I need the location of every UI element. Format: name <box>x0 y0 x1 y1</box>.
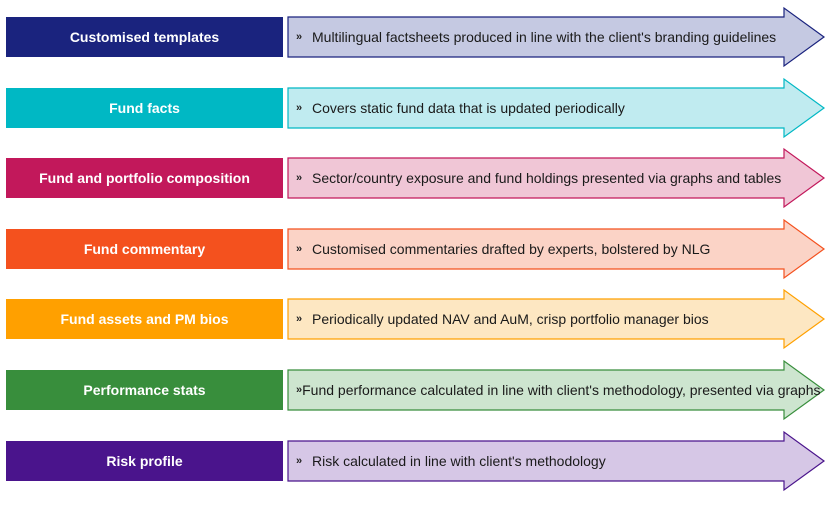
feature-description-text: Risk calculated in line with client's me… <box>312 452 606 469</box>
arrow-shape <box>287 430 826 491</box>
feature-description: » Customised commentaries drafted by expe… <box>296 229 796 269</box>
feature-label: Customised templates <box>6 17 283 57</box>
feature-row: Performance stats » Fund performance calc… <box>0 359 830 421</box>
arrow-shape <box>287 289 826 350</box>
arrow-shape <box>287 218 826 279</box>
feature-description-text: Multilingual factsheets produced in line… <box>312 29 777 45</box>
feature-description: » Fund performance calculated in line wit… <box>296 370 821 410</box>
arrow-body <box>287 218 826 279</box>
arrow-body <box>287 359 826 421</box>
feature-label: Fund commentary <box>6 228 283 269</box>
feature-row: Fund and portfolio composition » Sector/c… <box>0 148 830 209</box>
feature-description-text: Customised commentaries drafted by exper… <box>312 240 711 257</box>
feature-description: » Risk calculated in line with client's m… <box>296 441 796 481</box>
bullet-icon: » <box>296 101 303 114</box>
feature-row: Fund commentary » Customised commentaries… <box>0 218 830 279</box>
arrow-body <box>287 289 826 350</box>
bullet-icon: » <box>296 384 303 396</box>
feature-description: » Sector/country exposure and fund holdin… <box>296 158 796 198</box>
feature-description: » Covers static fund data that is updated… <box>296 88 796 128</box>
bullet-icon: » <box>296 313 303 326</box>
arrow-shape <box>287 148 826 209</box>
arrow-shape <box>287 77 826 138</box>
feature-description: » Multilingual factsheets produced in lin… <box>296 17 796 57</box>
feature-label: Risk profile <box>6 440 283 481</box>
feature-label: Fund and portfolio composition <box>6 158 283 199</box>
feature-label: Performance stats <box>6 370 283 410</box>
feature-description: » Periodically updated NAV and AuM, crisp… <box>296 299 796 339</box>
arrow-shape <box>287 359 826 421</box>
arrow-body <box>287 77 826 138</box>
arrow-shape <box>287 6 826 68</box>
feature-row: Fund assets and PM bios » Periodically up… <box>0 289 830 350</box>
feature-row: Customised templates » Multilingual facts… <box>0 6 830 68</box>
feature-label: Fund assets and PM bios <box>6 299 283 340</box>
feature-row: Fund facts » Covers static fund data that… <box>0 77 830 138</box>
feature-row: Risk profile » Risk calculated in line wi… <box>0 430 830 491</box>
feature-description-text: Periodically updated NAV and AuM, crisp … <box>312 311 709 328</box>
arrow-body <box>287 148 826 209</box>
bullet-icon: » <box>296 454 303 467</box>
bullet-icon: » <box>296 242 303 255</box>
feature-description-text: Sector/country exposure and fund holding… <box>312 170 782 187</box>
bullet-icon: » <box>296 172 303 185</box>
feature-label: Fund facts <box>6 87 283 128</box>
arrow-body <box>287 6 826 68</box>
arrow-body <box>287 430 826 491</box>
feature-description-text: Covers static fund data that is updated … <box>312 99 625 116</box>
bullet-icon: » <box>296 31 303 43</box>
feature-description-text: Fund performance calculated in line with… <box>302 382 821 398</box>
